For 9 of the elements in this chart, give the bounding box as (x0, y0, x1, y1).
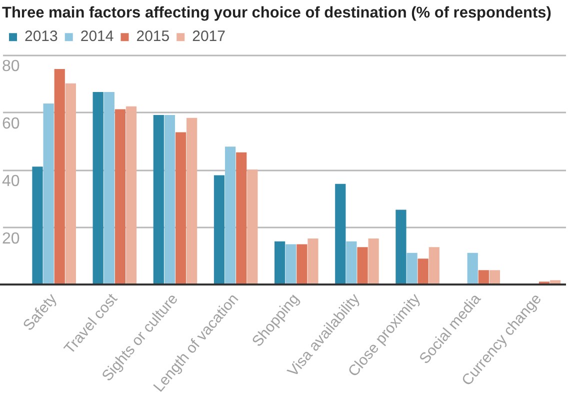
y-tick-label: 20 (2, 230, 20, 248)
legend-label: 2017 (192, 28, 226, 46)
y-tick-label: 80 (2, 58, 20, 76)
y-tick-label: 40 (2, 172, 20, 190)
legend-label: 2014 (80, 28, 114, 46)
legend-label: 2015 (136, 28, 170, 46)
y-tick-label: 60 (2, 115, 20, 132)
legend-label: 2013 (24, 28, 58, 46)
chart-title: Three main factors affecting your choice of destination (% of respondents) (2, 4, 552, 22)
